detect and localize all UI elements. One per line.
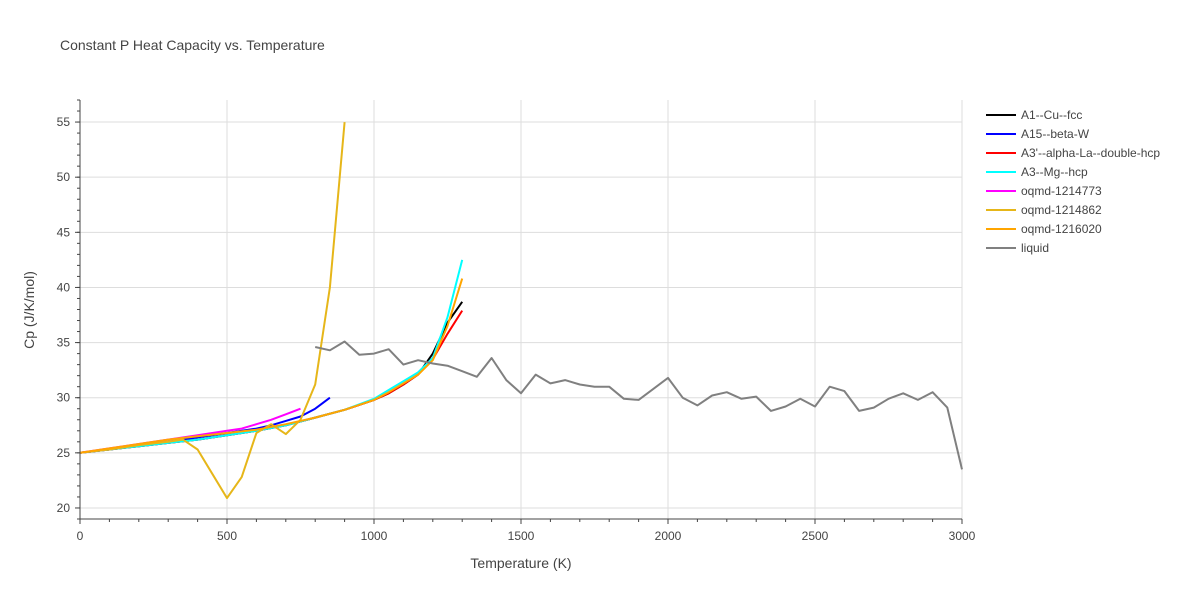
x-tick-label: 1000 <box>361 529 388 543</box>
legend-label-3[interactable]: A3--Mg--hcp <box>1021 165 1088 179</box>
y-tick-label: 35 <box>57 336 71 350</box>
y-tick-label: 55 <box>57 115 71 129</box>
legend-label-0[interactable]: A1--Cu--fcc <box>1021 108 1082 122</box>
y-tick-label: 20 <box>57 501 71 515</box>
series-line-0 <box>79 301 464 454</box>
legend-label-1[interactable]: A15--beta-W <box>1021 127 1090 141</box>
legend-label-2[interactable]: A3'--alpha-La--double-hcp <box>1021 146 1160 160</box>
plot-area <box>79 122 963 500</box>
series-line-4 <box>79 407 301 454</box>
y-axis-title: Cp (J/K/mol) <box>21 271 37 349</box>
y-tick-label: 40 <box>57 280 71 294</box>
series-line-5 <box>79 122 346 500</box>
x-tick-label: 500 <box>217 529 237 543</box>
y-tick-label: 45 <box>57 225 71 239</box>
legend-label-5[interactable]: oqmd-1214862 <box>1021 203 1102 217</box>
x-tick-label: 2500 <box>802 529 829 543</box>
y-tick-label: 25 <box>57 446 71 460</box>
series-line-1 <box>79 396 331 454</box>
chart-title: Constant P Heat Capacity vs. Temperature <box>60 37 325 53</box>
legend-label-7[interactable]: liquid <box>1021 241 1049 255</box>
y-tick-label: 30 <box>57 391 71 405</box>
x-tick-label: 1500 <box>508 529 535 543</box>
legend-label-4[interactable]: oqmd-1214773 <box>1021 184 1102 198</box>
legend: A1--Cu--fcc A15--beta-W A3'--alpha-La--dou… <box>986 108 1160 255</box>
series-line-7 <box>314 340 963 470</box>
x-tick-label: 3000 <box>949 529 976 543</box>
x-tick-label: 0 <box>77 529 84 543</box>
axes: 0 500 1000 1500 2000 2500 3000 20 25 30 35 40 45 50 55 <box>57 99 976 543</box>
x-axis-title: Temperature (K) <box>470 555 571 571</box>
legend-label-6[interactable]: oqmd-1216020 <box>1021 222 1102 236</box>
grid-lines <box>80 100 963 519</box>
x-tick-label: 2000 <box>655 529 682 543</box>
series-line-6 <box>79 278 464 454</box>
y-tick-label: 50 <box>57 170 71 184</box>
